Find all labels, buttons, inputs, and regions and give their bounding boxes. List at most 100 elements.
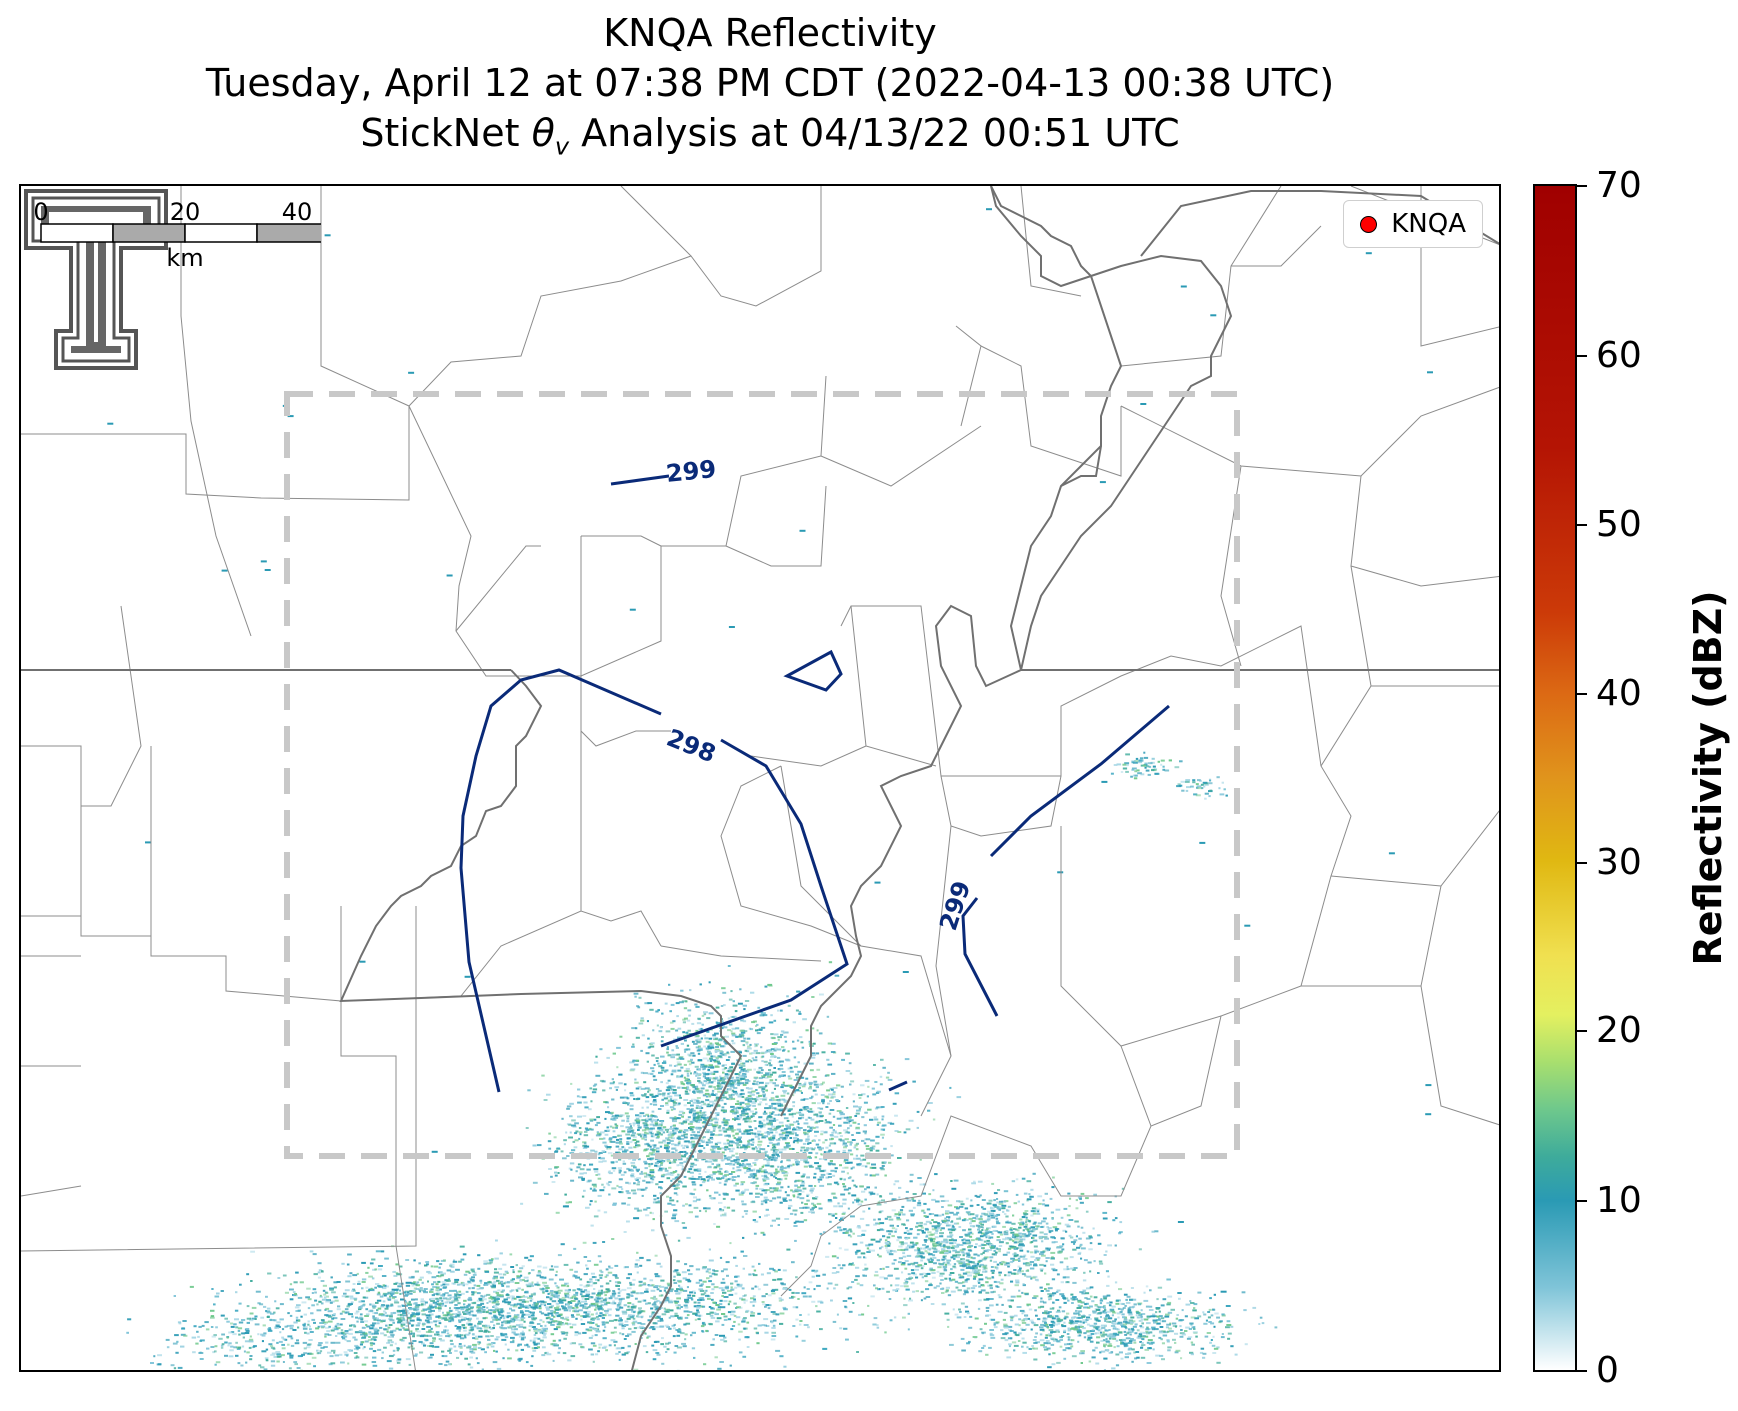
echo-pixel (592, 1327, 595, 1330)
echo-pixel (680, 1042, 684, 1045)
echo-pixel (723, 1130, 728, 1133)
echo-pixel (433, 1281, 437, 1284)
echo-pixel (894, 1180, 900, 1183)
echo-pixel (618, 1158, 622, 1161)
echo-pixel (722, 1192, 727, 1195)
echo-pixel (691, 1193, 695, 1196)
echo-pixel (695, 1128, 701, 1131)
echo-pixel (758, 1077, 763, 1080)
echo-pixel (818, 1147, 822, 1150)
echo-pixel (758, 1066, 763, 1069)
echo-pixel (528, 1329, 531, 1332)
echo-pixel (806, 1288, 810, 1290)
echo-pixel (708, 1064, 713, 1067)
echo-pixel (709, 1275, 713, 1278)
echo-pixel (964, 1207, 969, 1210)
echo-pixel (836, 1150, 841, 1153)
echo-pixel (809, 1127, 812, 1130)
echo-pixel (783, 1174, 788, 1177)
echo-pixel (555, 1211, 560, 1214)
echo-pixel (725, 1035, 729, 1038)
echo-pixel (748, 1059, 751, 1061)
echo-pixel (637, 1315, 642, 1318)
echo-pixel (719, 1299, 723, 1302)
echo-pixel (666, 1195, 670, 1198)
echo-pixel (713, 1086, 716, 1089)
echo-pixel (603, 1137, 606, 1140)
echo-pixel (864, 1138, 867, 1141)
echo-pixel (771, 1091, 774, 1094)
echo-pixel (729, 1066, 734, 1069)
echo-pixel (663, 1141, 667, 1144)
echo-pixel (691, 1146, 694, 1149)
echo-pixel (769, 1064, 773, 1067)
echo-pixel (667, 1054, 671, 1057)
echo-pixel (679, 1096, 682, 1099)
echo-pixel (577, 1302, 582, 1305)
echo-pixel (510, 1279, 514, 1282)
echo-pixel (831, 1163, 836, 1166)
echo-pixel (805, 1138, 810, 1141)
echo-pixel (601, 1323, 606, 1326)
echo-pixel (933, 1248, 938, 1251)
echo-pixel (550, 1265, 554, 1268)
echo-pixel (765, 1103, 768, 1106)
echo-pixel (695, 1107, 700, 1109)
echo-pixel (752, 1173, 756, 1176)
echo-pixel (716, 1151, 721, 1154)
echo-pixel (764, 1201, 768, 1204)
echo-pixel (687, 1269, 691, 1272)
echo-pixel (715, 1124, 719, 1127)
echo-pixel (840, 1085, 844, 1088)
echo-pixel (742, 1004, 747, 1007)
echo-pixel (680, 1081, 684, 1083)
echo-pixel (627, 1305, 630, 1308)
echo-pixel (831, 1131, 834, 1134)
echo-pixel (589, 1296, 594, 1299)
echo-pixel (664, 1167, 667, 1170)
echo-pixel (613, 1319, 618, 1322)
echo-pixel (702, 1084, 706, 1087)
echo-pixel (669, 1140, 674, 1142)
echo-pixel (416, 1330, 421, 1333)
echo-pixel (871, 1145, 876, 1148)
echo-pixel (550, 1323, 555, 1326)
echo-pixel (659, 1192, 662, 1195)
echo-pixel (670, 1171, 675, 1174)
echo-pixel (869, 1149, 873, 1152)
echo-pixel (815, 1126, 819, 1129)
echo-pixel (595, 1315, 599, 1318)
echo-pixel (1056, 1289, 1061, 1292)
echo-pixel (621, 1346, 625, 1349)
echo-pixel (463, 1303, 466, 1306)
echo-pixel (743, 1299, 748, 1302)
echo-pixel (644, 1100, 650, 1103)
echo-pixel (587, 1329, 593, 1332)
echo-pixel (855, 1154, 858, 1157)
echo-pixel (384, 1307, 389, 1310)
echo-pixel (610, 1111, 614, 1114)
echo-pixel (518, 1307, 522, 1309)
echo-pixel (633, 992, 639, 995)
echo-pixel (822, 1273, 826, 1276)
echo-pixel (618, 1290, 622, 1293)
echo-pixel (449, 1307, 451, 1310)
echo-pixel (780, 1104, 784, 1107)
echo-pixel (731, 1097, 736, 1100)
echo-pixel (772, 1071, 777, 1074)
echo-pixel (751, 1052, 756, 1055)
echo-pixel (570, 1296, 574, 1299)
echo-pixel (851, 1179, 855, 1182)
echo-pixel (518, 1299, 522, 1302)
echo-pixel (701, 1082, 704, 1085)
echo-pixel (850, 1167, 853, 1170)
echo-pixel (829, 1100, 832, 1102)
echo-pixel (803, 1108, 808, 1111)
echo-pixel (764, 1191, 767, 1194)
echo-pixel (768, 1119, 774, 1122)
echo-pixel (783, 1099, 786, 1102)
echo-pixel (531, 1326, 536, 1328)
echo-pixel (831, 1255, 837, 1258)
echo-pixel (672, 1335, 676, 1338)
echo-pixel (604, 1309, 609, 1312)
